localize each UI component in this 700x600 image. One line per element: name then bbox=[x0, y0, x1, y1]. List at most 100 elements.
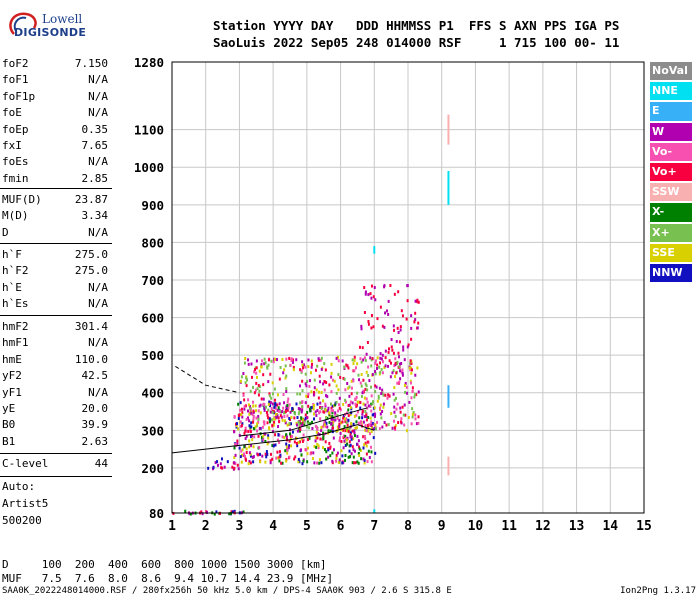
echo-point bbox=[356, 400, 359, 404]
echo-point bbox=[279, 453, 282, 457]
echo-point bbox=[384, 349, 387, 353]
echo-point bbox=[331, 421, 334, 425]
echo-point bbox=[331, 459, 334, 463]
echo-point bbox=[294, 412, 297, 416]
echo-point bbox=[307, 358, 310, 362]
param-label: M(D) bbox=[2, 209, 29, 223]
echo-point bbox=[276, 450, 279, 454]
echo-point bbox=[404, 413, 407, 417]
echo-spike bbox=[373, 509, 376, 513]
echo-point bbox=[350, 421, 353, 425]
echo-point bbox=[292, 358, 295, 362]
mufs-distance-row: D 100 200 400 600 800 1000 1500 3000 [km… bbox=[2, 558, 327, 571]
echo-point bbox=[378, 386, 381, 390]
param-value: 20.0 bbox=[81, 401, 109, 415]
echo-point bbox=[237, 427, 240, 431]
echo-point bbox=[352, 379, 355, 383]
x-tick-label: 12 bbox=[535, 519, 551, 534]
echo-point bbox=[370, 364, 373, 368]
echo-point bbox=[393, 364, 396, 368]
echo-point bbox=[327, 448, 330, 452]
echo-point bbox=[253, 435, 256, 439]
echo-point bbox=[352, 362, 355, 366]
echo-point bbox=[251, 438, 254, 442]
echo-point bbox=[399, 410, 402, 414]
echo-point bbox=[285, 390, 288, 394]
echo-point bbox=[252, 385, 255, 389]
echo-point bbox=[343, 439, 346, 443]
echo-point bbox=[357, 461, 360, 465]
echo-point bbox=[267, 402, 270, 406]
echo-point bbox=[328, 441, 331, 445]
echo-point bbox=[248, 439, 251, 443]
echo-point bbox=[286, 400, 289, 404]
echo-point bbox=[341, 454, 344, 458]
echo-point bbox=[364, 290, 367, 294]
echo-point bbox=[233, 415, 236, 419]
echo-point bbox=[298, 427, 301, 431]
param-label: foF1p bbox=[2, 89, 36, 103]
echo-point bbox=[250, 411, 253, 415]
echo-point bbox=[300, 453, 303, 457]
echo-point bbox=[245, 434, 248, 438]
param-row-foe: foE N/A bbox=[0, 105, 112, 121]
echo-point bbox=[338, 458, 341, 462]
echo-point bbox=[243, 431, 246, 435]
echo-point bbox=[346, 423, 349, 427]
echo-point bbox=[239, 408, 242, 412]
echo-point bbox=[238, 446, 241, 450]
echo-point bbox=[403, 403, 406, 407]
echo-point bbox=[267, 380, 270, 384]
footer-version: Ion2Png 1.3.17 bbox=[620, 586, 696, 596]
legend-item-nnw: NNW bbox=[650, 263, 692, 283]
echo-point bbox=[278, 402, 281, 406]
echo-point bbox=[393, 328, 396, 332]
echo-point bbox=[411, 386, 414, 390]
echo-point bbox=[310, 359, 313, 363]
echo-point bbox=[394, 361, 397, 365]
echo-point bbox=[359, 421, 362, 425]
echo-point bbox=[342, 402, 345, 406]
echo-point bbox=[354, 397, 357, 401]
echo-point bbox=[383, 366, 386, 370]
echo-point bbox=[405, 429, 408, 433]
echo-point bbox=[412, 410, 415, 414]
echo-point bbox=[244, 357, 247, 361]
echo-point bbox=[414, 318, 417, 322]
echo-point bbox=[281, 435, 284, 439]
echo-point bbox=[257, 414, 260, 418]
echo-point bbox=[387, 364, 390, 368]
echo-point bbox=[343, 365, 346, 369]
auto-label: Auto: bbox=[2, 480, 36, 493]
echo-point bbox=[373, 412, 376, 416]
chart-marks bbox=[172, 114, 450, 516]
echo-point bbox=[247, 403, 250, 407]
echo-point bbox=[338, 396, 341, 400]
y-tick-label: 1280 bbox=[134, 55, 164, 70]
echo-point bbox=[306, 411, 309, 415]
echo-point bbox=[322, 435, 325, 439]
param-label: hmE bbox=[2, 352, 22, 366]
echo-point bbox=[358, 400, 361, 404]
echo-point bbox=[354, 426, 357, 430]
echo-point bbox=[266, 421, 269, 425]
echo-point bbox=[400, 309, 403, 313]
echo-point bbox=[355, 403, 358, 407]
echo-point bbox=[416, 298, 419, 302]
echo-point bbox=[347, 418, 350, 422]
echo-spike bbox=[447, 170, 450, 205]
echo-point bbox=[372, 436, 375, 440]
echo-point bbox=[335, 356, 338, 360]
echo-point bbox=[311, 420, 314, 424]
echo-point bbox=[357, 439, 360, 443]
echo-point bbox=[366, 440, 369, 444]
echo-point bbox=[347, 455, 350, 459]
echo-point bbox=[264, 439, 267, 443]
echo-point bbox=[366, 424, 369, 428]
echo-point bbox=[304, 365, 307, 369]
echo-point bbox=[268, 400, 271, 404]
echo-point bbox=[303, 420, 306, 424]
echo-point bbox=[370, 423, 373, 427]
echo-point bbox=[340, 449, 343, 453]
echo-point bbox=[385, 423, 388, 427]
